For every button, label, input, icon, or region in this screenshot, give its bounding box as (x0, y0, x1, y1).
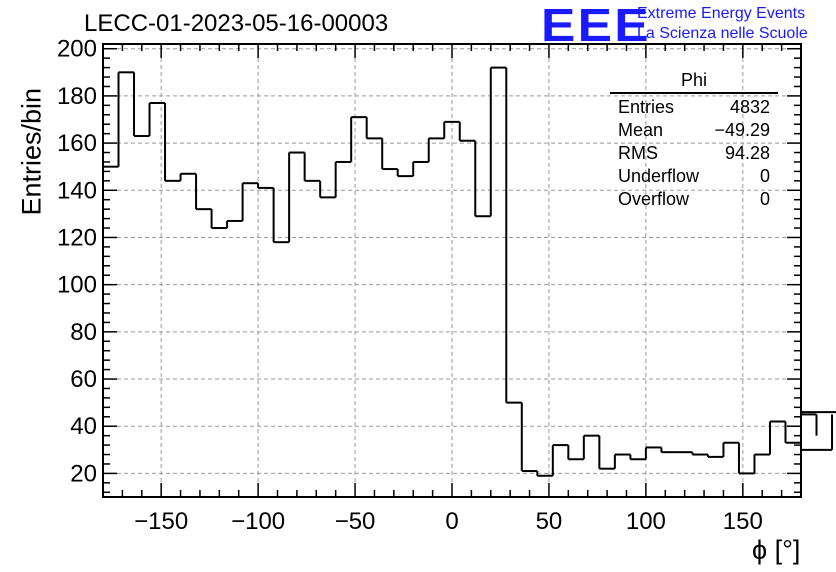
y-tick-label: 60 (70, 366, 97, 393)
y-tick-label: 160 (57, 130, 97, 157)
stats-row: Overflow 0 (610, 188, 778, 211)
stats-value: 0 (759, 166, 770, 186)
stats-label: Mean (618, 120, 664, 140)
logo-caption-line2: La Scienza nelle Scuole (637, 25, 808, 42)
y-tick-label: 80 (70, 319, 97, 346)
stats-value: 4832 (729, 97, 770, 117)
logo-caption-line1: Extreme Energy Events (637, 5, 806, 22)
stats-box: Phi Entries 4832 Mean −49.29 RMS 94.28 Unde… (610, 70, 778, 211)
stats-row: Entries 4832 (610, 96, 778, 119)
x-tick-label: −150 (134, 508, 188, 535)
histogram-series (103, 66, 836, 477)
x-tick-label: 100 (626, 508, 666, 535)
tick-labels: −150 −100 −50 0 50 100 150 20 40 60 80 100 120 140 160… (57, 36, 763, 535)
chart-title: LECC-01-2023-05-16-00003 (84, 10, 389, 37)
x-tick-label: 0 (445, 508, 458, 535)
x-tick-label: −100 (231, 508, 285, 535)
stats-title: Phi (610, 70, 778, 94)
stats-row: Underflow 0 (610, 165, 778, 188)
plot-frame (102, 43, 802, 498)
y-tick-label: 180 (57, 83, 97, 110)
y-tick-label: 20 (70, 460, 97, 487)
stats-value: 0 (759, 189, 770, 209)
y-tick-label: 100 (57, 272, 97, 299)
eee-logo: EEE (541, 0, 651, 51)
stats-value: 94.28 (724, 143, 770, 163)
y-axis-label: Entries/bin (16, 87, 47, 216)
stats-label: Underflow (618, 166, 700, 186)
axis-ticks (103, 44, 801, 497)
y-tick-label: 120 (57, 224, 97, 251)
x-axis-label: ϕ [°] (752, 535, 801, 565)
y-tick-label: 40 (70, 413, 97, 440)
x-tick-label: 150 (723, 508, 763, 535)
x-tick-label: −50 (335, 508, 376, 535)
stats-row: RMS 94.28 (610, 142, 778, 165)
stats-label: RMS (618, 143, 658, 163)
x-tick-label: 50 (536, 508, 563, 535)
stats-row: Mean −49.29 (610, 119, 778, 142)
y-tick-label: 200 (57, 36, 97, 63)
y-tick-label: 140 (57, 177, 97, 204)
stats-label: Overflow (618, 189, 690, 209)
stats-value: −49.29 (714, 120, 770, 140)
stats-label: Entries (618, 97, 675, 117)
